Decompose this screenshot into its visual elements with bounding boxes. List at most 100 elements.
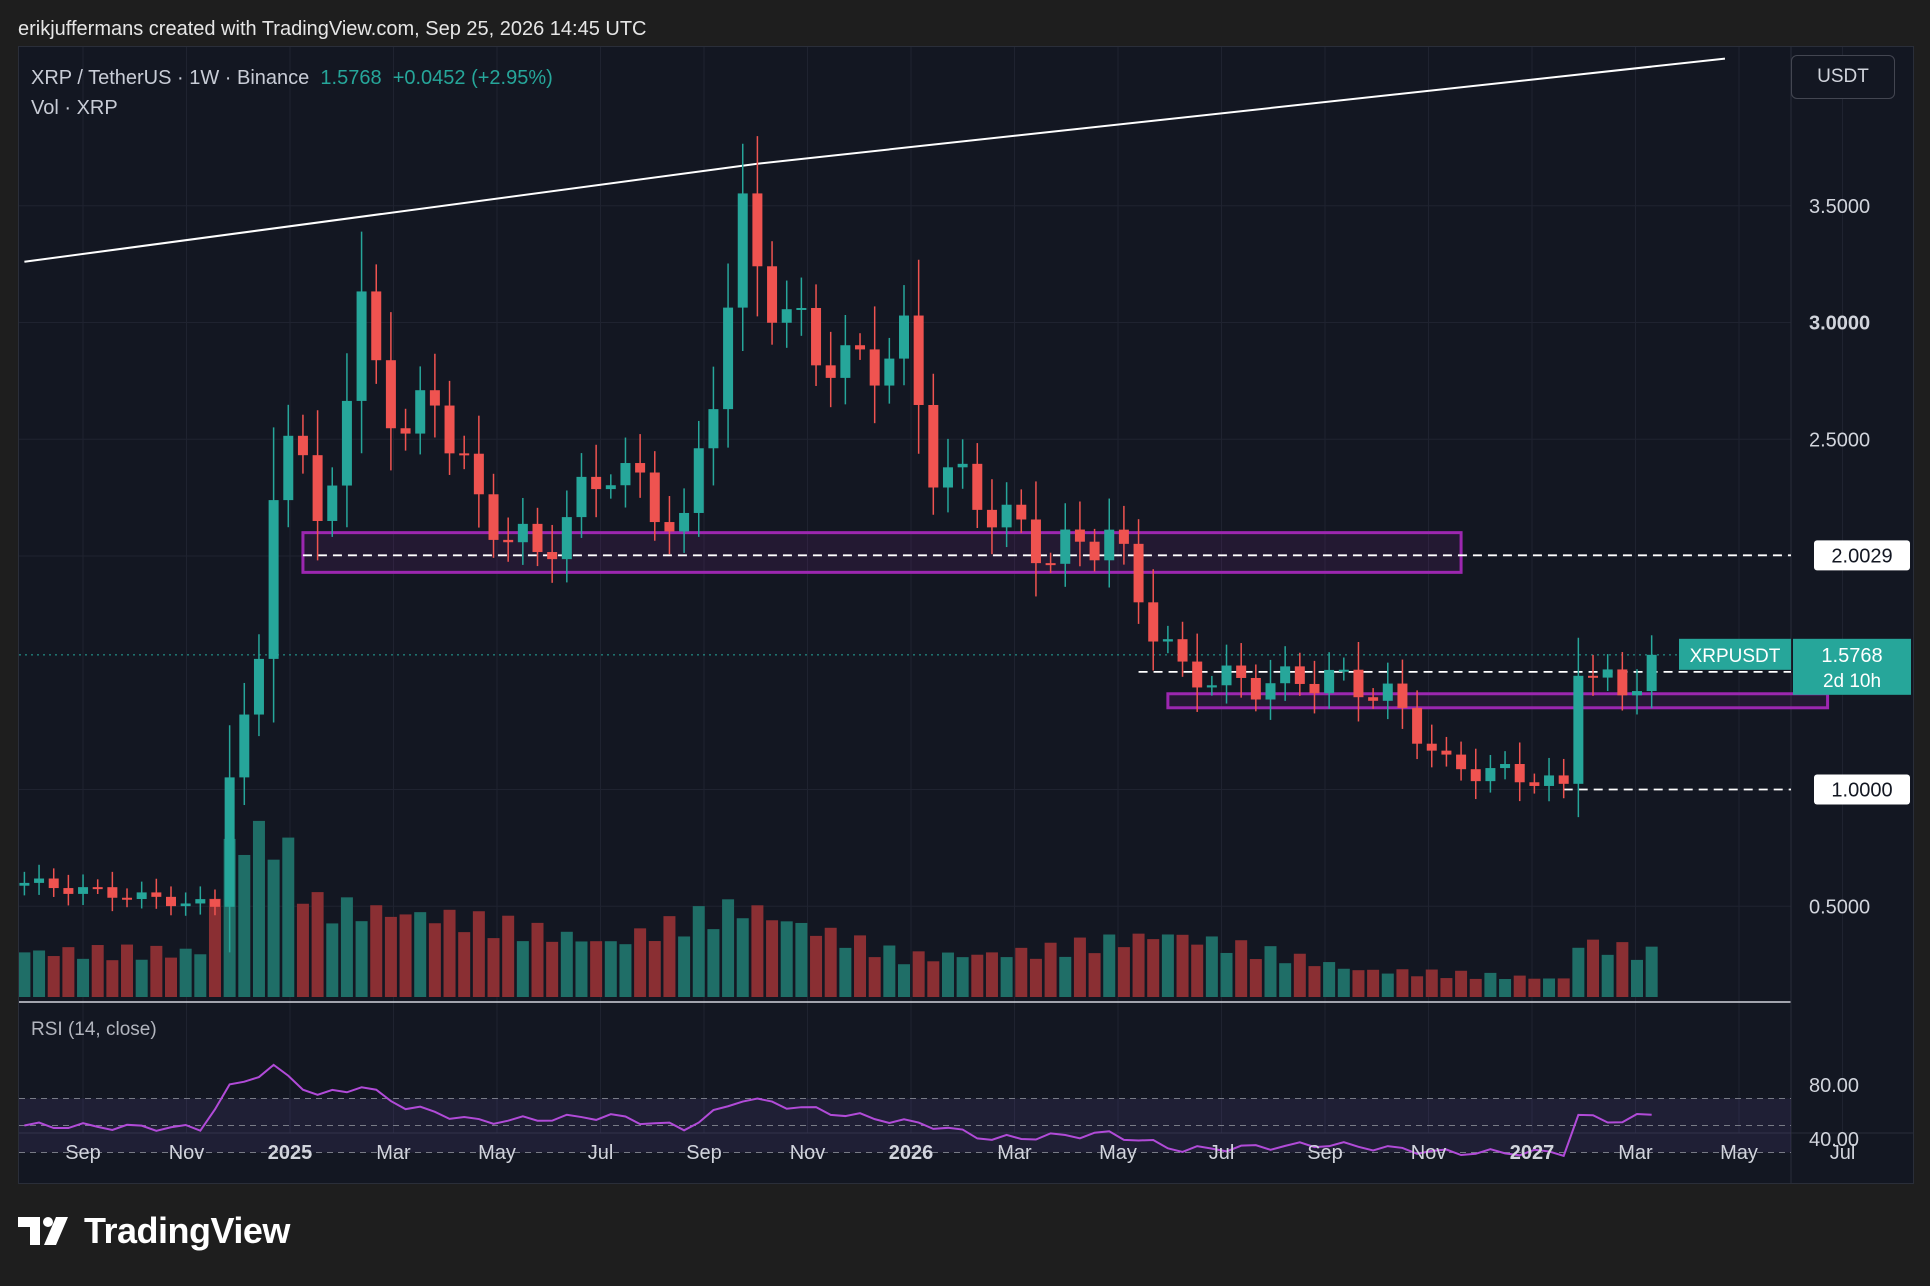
candle-body <box>503 539 514 543</box>
volume-bar <box>121 944 134 997</box>
volume-bar <box>941 952 954 997</box>
volume-bar <box>384 916 397 997</box>
volume-bar <box>898 964 910 997</box>
candle-body <box>1368 697 1379 701</box>
volume-bar <box>1235 940 1248 997</box>
volume-bar <box>1455 970 1468 997</box>
candle-body <box>679 512 690 532</box>
time-axis-label: Jul <box>1830 1142 1856 1164</box>
currency-button[interactable]: USDT <box>1791 55 1895 99</box>
candle-body <box>48 878 59 889</box>
candle-body <box>1016 504 1027 520</box>
time-axis-label: Nov <box>169 1142 205 1164</box>
candle-body <box>1544 775 1555 786</box>
rsi-axis-tick: 80.00 <box>1809 1075 1859 1097</box>
candle-body <box>1030 519 1041 564</box>
candle-body <box>1177 639 1188 662</box>
time-axis-label: Sep <box>1307 1142 1343 1164</box>
candle-body <box>913 315 924 405</box>
candle-body <box>605 485 616 490</box>
candle-body <box>635 463 646 473</box>
candle-body <box>1470 769 1481 782</box>
candle-body <box>385 360 396 429</box>
candle-body <box>1089 541 1100 561</box>
candle-body <box>1397 683 1408 708</box>
volume-bar <box>282 837 295 997</box>
volume-bar <box>91 945 104 997</box>
volume-bar <box>707 929 720 997</box>
candle-body <box>1001 504 1012 528</box>
candle-body <box>1485 768 1496 782</box>
volume-bar <box>355 921 368 997</box>
candle-body <box>1148 602 1159 642</box>
volume-bar <box>648 941 661 997</box>
time-axis-label: Mar <box>1618 1142 1653 1164</box>
candle-body <box>268 500 279 659</box>
candle-body <box>825 365 836 378</box>
volume-bar <box>1264 946 1277 997</box>
volume-bar <box>1293 953 1306 997</box>
candle-body <box>708 409 719 449</box>
volume-bar <box>766 920 779 997</box>
volume-bar <box>736 918 749 997</box>
candle-body <box>1236 665 1247 678</box>
candle-body <box>356 291 367 401</box>
price-chart-svg[interactable]: 3.50003.00002.50000.50002.00291.50381.00… <box>19 47 1913 1183</box>
candle-body <box>1045 563 1056 566</box>
candle-body <box>1133 543 1144 603</box>
volume-bar <box>1572 947 1585 997</box>
volume-bar <box>1000 957 1013 997</box>
volume-bar <box>722 899 735 997</box>
candle-body <box>957 463 968 468</box>
time-axis-label: Mar <box>997 1142 1032 1164</box>
candle-body <box>1192 661 1203 688</box>
rsi-legend[interactable]: RSI (14, close) <box>31 1019 157 1040</box>
volume-bar <box>927 961 940 997</box>
time-axis-label: May <box>1099 1142 1137 1164</box>
candle-body <box>1221 665 1232 686</box>
time-axis-label: Sep <box>686 1142 722 1164</box>
volume-bar <box>1220 952 1233 997</box>
candle-body <box>723 307 734 410</box>
candle-body <box>796 307 807 310</box>
volume-legend[interactable]: Vol · XRP <box>31 97 118 119</box>
volume-bar <box>252 820 265 997</box>
candle-body <box>444 405 455 454</box>
volume-bar <box>1616 942 1629 997</box>
time-axis-label: Mar <box>376 1142 411 1164</box>
price-axis-tick: 0.5000 <box>1809 896 1870 918</box>
support-resistance-zone <box>1166 692 1830 710</box>
volume-bar <box>531 922 544 997</box>
volume-bar <box>1205 936 1218 997</box>
chart-frame[interactable]: 3.50003.00002.50000.50002.00291.50381.00… <box>18 46 1914 1184</box>
volume-bar <box>502 915 515 997</box>
symbol-label[interactable]: XRP / TetherUS · 1W · Binance <box>31 67 310 89</box>
candle-body <box>899 315 909 359</box>
symbol-legend[interactable]: XRP / TetherUS · 1W · Binance 1.5768 +0.… <box>31 67 553 90</box>
candle-body <box>986 509 997 528</box>
volume-bar <box>458 932 471 997</box>
volume-bar <box>692 906 705 997</box>
candle-body <box>1514 764 1525 783</box>
candle-body <box>209 899 220 907</box>
candle-body <box>327 485 338 521</box>
candle-body <box>166 896 176 907</box>
volume-bar <box>179 948 192 997</box>
volume-bar <box>238 854 251 997</box>
volume-bar <box>1352 970 1365 997</box>
volume-bar <box>985 952 998 997</box>
candle-body <box>151 892 162 897</box>
volume-bar <box>296 903 309 997</box>
volume-bar <box>19 952 31 997</box>
countdown-label: 2d 10h <box>1823 671 1881 692</box>
volume-bar <box>560 931 573 997</box>
volume-bar <box>1073 937 1086 997</box>
volume-bar <box>135 959 148 997</box>
legend-price: 1.5768 <box>320 67 382 89</box>
volume-bar <box>780 921 793 997</box>
candle-body <box>122 897 133 900</box>
volume-bar <box>663 916 676 997</box>
candle-body <box>620 463 631 486</box>
candle-body <box>224 777 235 907</box>
brand-name: TradingView <box>84 1210 290 1251</box>
